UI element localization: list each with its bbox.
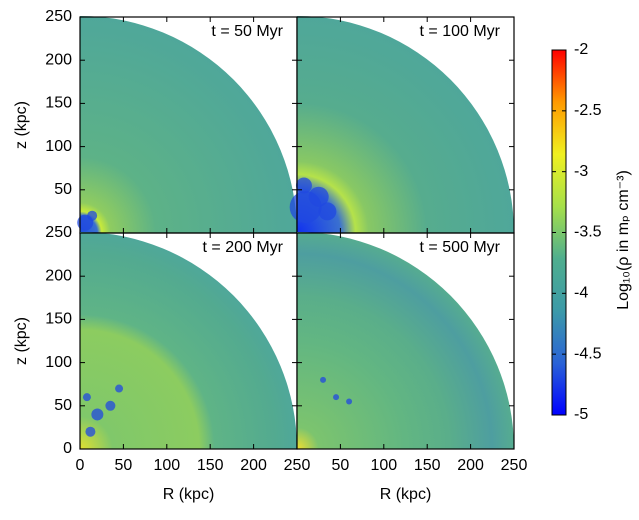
colorbar-tick-label: -2.5 [574,102,602,119]
x-tick-label: 100 [153,457,180,474]
colorbar-tick-label: -4.5 [574,345,602,362]
x-tick-label: 100 [370,457,397,474]
colorbar-tick-label: -3.5 [574,224,602,241]
y-tick-label: 150 [45,95,72,112]
y-tick-label: 200 [45,51,72,68]
density-feature [318,202,337,221]
y-tick-label: 50 [54,181,72,198]
x-tick-label: 250 [501,457,528,474]
x-tick-label: 50 [115,457,133,474]
y-tick-label: 150 [45,311,72,328]
density-feature [105,400,116,411]
y-axis-label: z (kpc) [13,317,30,365]
x-tick-label: 150 [197,457,224,474]
x-axis-label: R (kpc) [380,486,432,503]
x-tick-label: 0 [76,457,85,474]
colorbar-tick-label: -2 [574,41,588,58]
panel-label: t = 50 Myr [211,23,283,40]
panel-label: t = 100 Myr [420,23,501,40]
x-axis-label: R (kpc) [163,486,215,503]
density-feature [85,426,96,437]
panel-label: t = 500 Myr [420,239,501,256]
density-feature [91,408,104,421]
colorbar-label: Log₁₀(ρ in mₚ cm⁻³) [615,170,632,310]
density-feature [308,186,329,207]
x-tick-label: 200 [240,457,267,474]
density-feature [87,210,98,221]
panel-label: t = 200 Myr [203,239,284,256]
density-map [80,232,297,449]
panel-frame [296,232,515,450]
x-tick-label: 200 [457,457,484,474]
x-tick-label: 250 [284,457,311,474]
y-tick-label: 200 [45,267,72,284]
density-map [297,232,514,449]
x-tick-label: 50 [332,457,350,474]
y-tick-label: 50 [54,397,72,414]
density-feature [295,177,312,194]
density-feature [115,384,124,393]
colorbar-tick-label: -5 [574,406,588,423]
density-map [80,16,297,233]
colorbar-tick-label: -3 [574,163,588,180]
y-tick-label: 250 [45,224,72,241]
y-axis-label: z (kpc) [13,101,30,149]
colorbar-tick-label: -4 [574,285,588,302]
density-feature [333,394,340,401]
density-feature [82,393,91,402]
y-tick-label: 100 [45,138,72,155]
y-tick-label: 250 [45,8,72,25]
y-tick-label: 0 [63,440,72,457]
x-tick-label: 150 [414,457,441,474]
density-feature [320,376,327,383]
density-map [297,16,514,233]
y-tick-label: 100 [45,354,72,371]
density-feature [346,398,353,405]
